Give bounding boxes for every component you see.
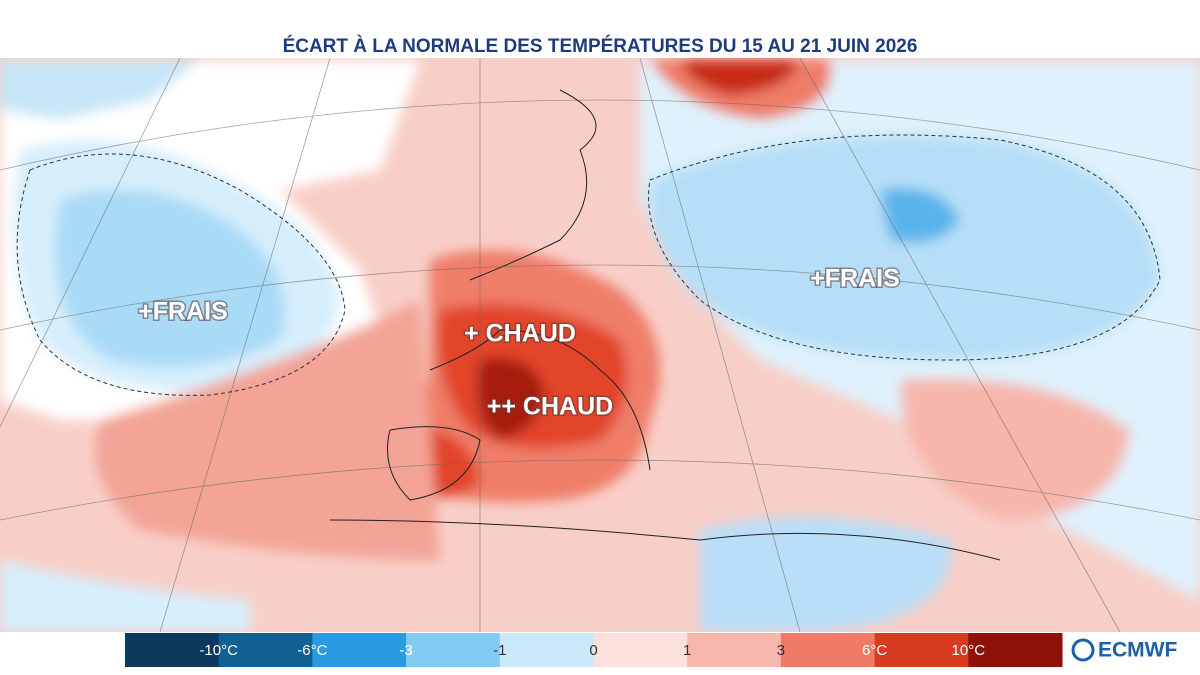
legend-swatch <box>218 633 313 667</box>
logo: ECMWF <box>1071 638 1177 662</box>
legend-label: 0 <box>589 642 597 659</box>
legend-swatch <box>593 633 688 667</box>
logo-text: ECMWF <box>1098 639 1177 662</box>
annotation: + CHAUD <box>464 320 576 348</box>
legend-swatch <box>687 633 782 667</box>
legend-swatch <box>406 633 501 667</box>
legend-label: 6°C <box>862 642 887 659</box>
legend-swatch <box>499 633 594 667</box>
legend: -10°C -6°C -3 -1 0 1 3 6°C 10°C <box>125 633 1063 667</box>
legend-label: -3 <box>399 642 412 659</box>
legend-label: -6°C <box>297 642 327 659</box>
legend-swatch <box>125 633 220 667</box>
legend-swatch <box>312 633 407 667</box>
legend-swatch <box>874 633 969 667</box>
legend-label: 1 <box>683 642 691 659</box>
legend-label: -1 <box>493 642 506 659</box>
annotation: ++ CHAUD <box>487 393 613 421</box>
legend-swatch <box>968 633 1063 667</box>
annotation: +FRAIS <box>810 265 900 293</box>
annotation: +FRAIS <box>138 298 228 326</box>
legend-swatch <box>780 633 876 667</box>
legend-label: 10°C <box>952 642 986 659</box>
legend-label: 3 <box>777 642 785 659</box>
title: ÉCART À LA NORMALE DES TEMPÉRATURES DU 1… <box>283 35 918 57</box>
map: +FRAIS + CHAUD ++ CHAUD +FRAIS <box>0 58 1200 632</box>
legend-label: -10°C <box>199 642 238 659</box>
